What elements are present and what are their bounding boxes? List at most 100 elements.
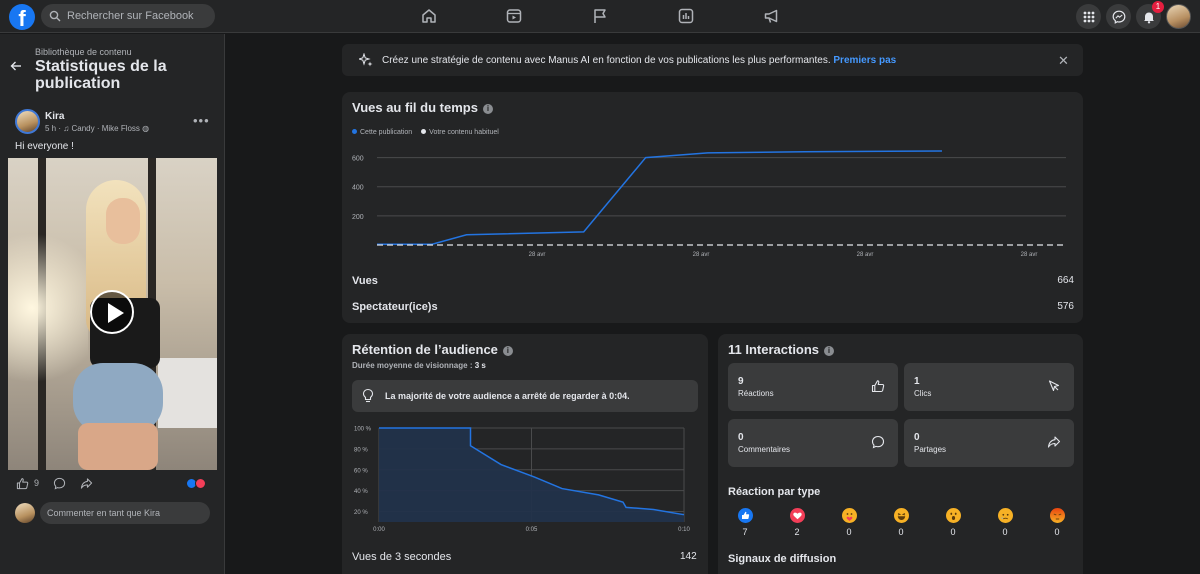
comment-input[interactable]: Commenter en tant que Kira — [40, 502, 210, 524]
cursor-icon — [1048, 380, 1060, 392]
y-tick-label: 60 % — [354, 468, 368, 474]
x-tick-label: 0:05 — [526, 527, 538, 533]
reaction-care: 0 — [837, 508, 861, 537]
reaction-haha-count: 0 — [898, 527, 904, 537]
close-icon[interactable]: ✕ — [1058, 53, 1069, 68]
stat-viewers-label: Spectateur(ice)s — [352, 301, 438, 313]
breadcrumb[interactable]: Bibliothèque de contenu — [35, 47, 132, 57]
post-author-name[interactable]: Kira — [45, 111, 65, 122]
info-icon[interactable]: i — [502, 346, 513, 356]
page-title: Statistiques de la publication — [35, 58, 167, 92]
sparkle-icon — [359, 53, 373, 67]
interactions-card-title-text: 11 Interactions — [728, 342, 820, 357]
reaction-haha: 0 — [889, 508, 913, 537]
retention-card-title-text: Rétention de l’audience — [352, 342, 498, 357]
like-reaction-icon — [737, 508, 753, 523]
post-time: 5 h — [45, 124, 57, 133]
views-3s-label: Vues de 3 secondes — [352, 551, 452, 563]
shares-label: Partages — [914, 445, 947, 454]
info-icon[interactable]: i — [482, 104, 493, 114]
tile-clicks[interactable]: 1 Clics — [904, 363, 1074, 411]
messenger-icon — [1112, 10, 1125, 24]
insights-icon[interactable] — [677, 7, 695, 25]
stat-views-value: 664 — [1057, 275, 1074, 286]
tile-comments[interactable]: 0 Commentaires — [728, 419, 898, 467]
banner-message: Créez une stratégie de contenu avec Manu… — [382, 55, 831, 66]
info-icon[interactable]: i — [824, 346, 835, 356]
account-avatar[interactable] — [1166, 4, 1191, 29]
post-text: Hi everyone ! — [15, 141, 74, 152]
reaction-love-count: 2 — [794, 527, 800, 537]
retention-line — [379, 427, 685, 516]
tile-reactions[interactable]: 9 Réactions — [728, 363, 898, 411]
retention-area-chart: 100 % 80 % 60 % 40 % 20 % 0:00 0:05 0:10 — [354, 427, 690, 534]
clicks-value: 1 — [914, 376, 920, 387]
y-tick-label: 400 — [352, 185, 364, 192]
comments-label: Commentaires — [738, 445, 791, 454]
wow-reaction-icon — [945, 508, 961, 523]
reaction-like: 7 — [733, 508, 757, 537]
pages-flag-icon[interactable] — [591, 7, 609, 25]
reaction-summary[interactable] — [186, 478, 206, 489]
lightbulb-icon — [362, 388, 374, 403]
reaction-wow-count: 0 — [950, 527, 956, 537]
play-button-icon[interactable] — [90, 290, 134, 334]
x-tick-label: 28 avr — [857, 252, 874, 258]
messenger-button[interactable] — [1106, 4, 1131, 29]
tile-shares[interactable]: 0 Partages — [904, 419, 1074, 467]
reaction-by-type-title: Réaction par type — [728, 486, 821, 498]
reaction-angry-count: 0 — [1054, 527, 1060, 537]
x-tick-label: 28 avr — [1021, 252, 1038, 258]
post-music: ♫ Candy · Mike Floss — [63, 124, 140, 133]
legend-this-post: Cette publication — [352, 129, 412, 136]
post-more-options-icon[interactable]: ••• — [193, 113, 210, 128]
x-tick-label: 28 avr — [529, 252, 546, 258]
legend-usual-content-label: Votre contenu habituel — [429, 129, 499, 136]
retention-area — [379, 428, 684, 522]
clicks-label: Clics — [914, 389, 932, 398]
reaction-like-count: 7 — [742, 527, 748, 537]
stat-views-label: Vues — [352, 275, 378, 287]
views-3s-value: 142 — [680, 551, 697, 562]
post-video-thumbnail[interactable] — [8, 158, 217, 470]
notifications-button[interactable]: 1 — [1136, 1, 1164, 29]
post-meta: 5 h · ♫ Candy · Mike Floss ◍ — [45, 124, 150, 133]
reactions-value: 9 — [738, 376, 744, 387]
share-icon[interactable] — [80, 477, 93, 490]
comment-icon[interactable] — [53, 477, 66, 490]
back-arrow-icon[interactable] — [10, 60, 22, 72]
notification-badge: 1 — [1152, 1, 1164, 13]
likes-count: 9 — [34, 478, 40, 488]
notifications-bell-icon — [1143, 12, 1154, 23]
reaction-love: 2 — [785, 508, 809, 537]
views-chart-legend: Cette publication Votre contenu habituel — [352, 129, 499, 136]
top-navigation-bar: f Rechercher sur Facebook 1 — [0, 0, 1200, 33]
menu-grid-button[interactable] — [1076, 4, 1101, 29]
care-reaction-icon — [841, 508, 857, 523]
video-icon[interactable] — [505, 7, 523, 25]
love-reaction-icon — [195, 478, 206, 489]
post-author-avatar[interactable] — [15, 109, 40, 134]
reaction-care-count: 0 — [846, 527, 852, 537]
retention-card-title: Rétention de l’audience i — [352, 342, 513, 357]
this-post-line — [377, 150, 942, 246]
ads-megaphone-icon[interactable] — [763, 7, 781, 25]
reaction-sad: 0 — [993, 508, 1017, 537]
home-icon[interactable] — [420, 7, 438, 25]
like-icon[interactable] — [16, 477, 29, 490]
legend-this-post-label: Cette publication — [360, 129, 413, 136]
share-icon — [1047, 436, 1061, 448]
sad-reaction-icon — [997, 508, 1013, 523]
views-line-chart: 200 400 600 28 avr 28 avr 28 avr 28 avr — [352, 150, 1066, 258]
facebook-logo[interactable]: f — [9, 4, 35, 30]
interactions-card-title: 11 Interactions i — [728, 342, 835, 357]
banner-get-started-link[interactable]: Premiers pas — [833, 55, 897, 66]
left-panel: Bibliothèque de contenu Statistiques de … — [0, 34, 225, 574]
love-reaction-icon — [789, 508, 805, 523]
commenter-avatar — [15, 503, 35, 523]
search-box[interactable]: Rechercher sur Facebook — [41, 4, 215, 28]
menu-grid-icon — [1083, 11, 1094, 22]
comment-icon — [871, 435, 885, 449]
retention-insight: La majorité de votre audience a arrêté d… — [352, 380, 698, 412]
y-tick-label: 80 % — [354, 447, 368, 453]
